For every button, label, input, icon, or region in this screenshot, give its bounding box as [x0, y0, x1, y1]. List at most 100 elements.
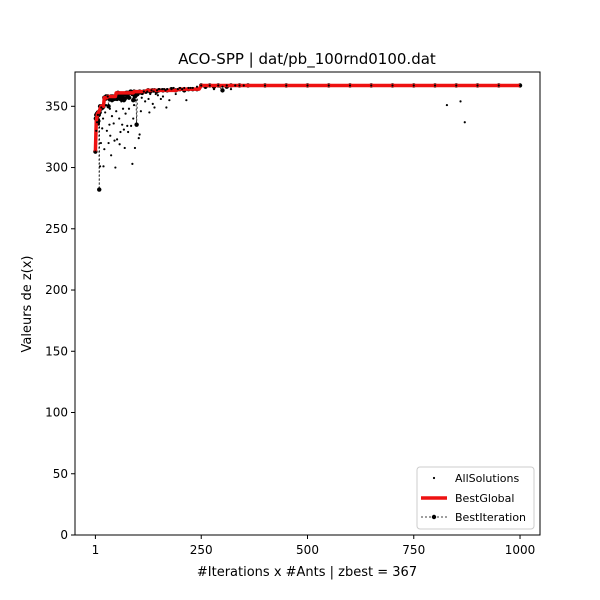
all-solutions-point	[121, 123, 124, 126]
all-solutions-point	[148, 111, 151, 114]
all-solutions-point	[161, 88, 164, 91]
best-iteration-point	[220, 88, 225, 93]
all-solutions-point	[200, 84, 203, 87]
all-solutions-point	[370, 84, 373, 87]
plot-area: 1 250 500 750 1000 0 50 100 150 200 250 300 350	[45, 71, 541, 557]
all-solutions-point	[149, 92, 152, 96]
all-solutions-point	[102, 165, 105, 168]
all-solutions-point	[96, 121, 99, 124]
all-solutions-point	[104, 111, 107, 114]
all-solutions-point	[327, 84, 330, 87]
all-solutions-point	[118, 143, 121, 146]
all-solutions-point	[111, 99, 114, 102]
all-solutions-point	[161, 95, 165, 98]
best-iteration-point	[126, 95, 132, 100]
all-solutions-point	[159, 97, 162, 101]
all-solutions-point	[112, 122, 115, 125]
all-solutions-point	[176, 88, 179, 91]
all-solutions-point	[101, 127, 104, 130]
x-tick-label: 250	[190, 543, 213, 557]
all-solutions-point	[229, 88, 233, 91]
legend-swatch-all-solutions	[432, 476, 436, 480]
all-solutions-point	[476, 84, 479, 87]
all-solutions-point	[122, 128, 125, 131]
all-solutions-point	[459, 100, 462, 103]
x-tick-label: 750	[402, 543, 425, 557]
all-solutions-point	[166, 88, 169, 91]
legend-label: AllSolutions	[455, 472, 519, 485]
all-solutions-point	[118, 117, 121, 120]
all-solutions-point	[306, 84, 309, 87]
all-solutions-point	[155, 89, 159, 92]
all-solutions-point	[150, 89, 153, 92]
x-tick-label: 1	[92, 543, 100, 557]
all-solutions-point	[518, 84, 522, 87]
all-solutions-point	[152, 90, 155, 93]
legend-swatch-best-iteration-marker	[431, 514, 437, 520]
all-solutions-point	[156, 94, 159, 97]
all-solutions-point	[109, 134, 112, 137]
all-solutions-point	[242, 84, 245, 87]
all-solutions-point	[455, 84, 458, 87]
x-tick-label: 500	[296, 543, 319, 557]
all-solutions-point	[445, 103, 449, 107]
all-solutions-point	[147, 97, 150, 101]
all-solutions-point	[115, 110, 118, 113]
chart-title: ACO-SPP | dat/pb_100rnd0100.dat	[178, 50, 436, 69]
all-solutions-point	[108, 123, 111, 126]
all-solutions-point	[172, 86, 175, 90]
all-solutions-point	[106, 95, 109, 98]
all-solutions-point	[187, 86, 190, 90]
all-solutions-point	[138, 133, 141, 136]
all-solutions-point	[113, 139, 116, 142]
all-solutions-point	[117, 96, 120, 99]
all-solutions-point	[114, 166, 117, 169]
all-solutions-point	[129, 96, 132, 99]
all-solutions-point	[98, 188, 101, 191]
all-solutions-point	[121, 107, 125, 110]
all-solutions-point	[217, 84, 220, 87]
all-solutions-point	[154, 92, 157, 96]
all-solutions-point	[195, 85, 199, 88]
all-solutions-point	[225, 84, 228, 87]
all-solutions-point	[110, 114, 114, 118]
all-solutions-point	[132, 117, 135, 120]
all-solutions-point	[133, 146, 137, 150]
all-solutions-point	[151, 102, 154, 105]
all-solutions-point	[185, 99, 188, 102]
x-axis-label: #Iterations x #Ants | zbest = 367	[197, 565, 417, 580]
all-solutions-point	[108, 107, 111, 110]
all-solutions-point	[263, 84, 267, 87]
y-tick-label: 150	[45, 344, 68, 358]
all-solutions-point	[137, 137, 140, 140]
all-solutions-point	[391, 84, 394, 87]
all-solutions-point	[170, 88, 173, 91]
all-solutions-point	[132, 103, 136, 107]
all-solutions-point	[126, 124, 129, 127]
all-solutions-point	[98, 165, 102, 168]
all-solutions-point	[115, 138, 119, 141]
all-solutions-point	[135, 122, 138, 125]
y-tick-label: 200	[45, 283, 68, 297]
all-solutions-point	[141, 92, 144, 96]
all-solutions-point	[463, 121, 466, 124]
legend-label: BestIteration	[455, 511, 526, 524]
y-tick-label: 0	[60, 528, 68, 542]
all-solutions-point	[100, 106, 103, 109]
all-solutions-point	[99, 141, 103, 145]
all-solutions-point	[181, 88, 184, 91]
all-solutions-point	[103, 148, 106, 151]
all-solutions-point	[120, 100, 123, 103]
all-solutions-point	[183, 86, 186, 90]
y-tick-label: 50	[53, 467, 68, 481]
best-iteration-point	[106, 104, 111, 109]
all-solutions-point	[107, 141, 110, 145]
all-solutions-point	[238, 84, 241, 87]
legend-label: BestGlobal	[455, 492, 514, 505]
all-solutions-point	[134, 99, 137, 102]
all-solutions-point	[164, 89, 167, 92]
all-solutions-point	[131, 162, 134, 165]
all-solutions-point	[168, 99, 171, 102]
all-solutions-point	[127, 130, 130, 134]
